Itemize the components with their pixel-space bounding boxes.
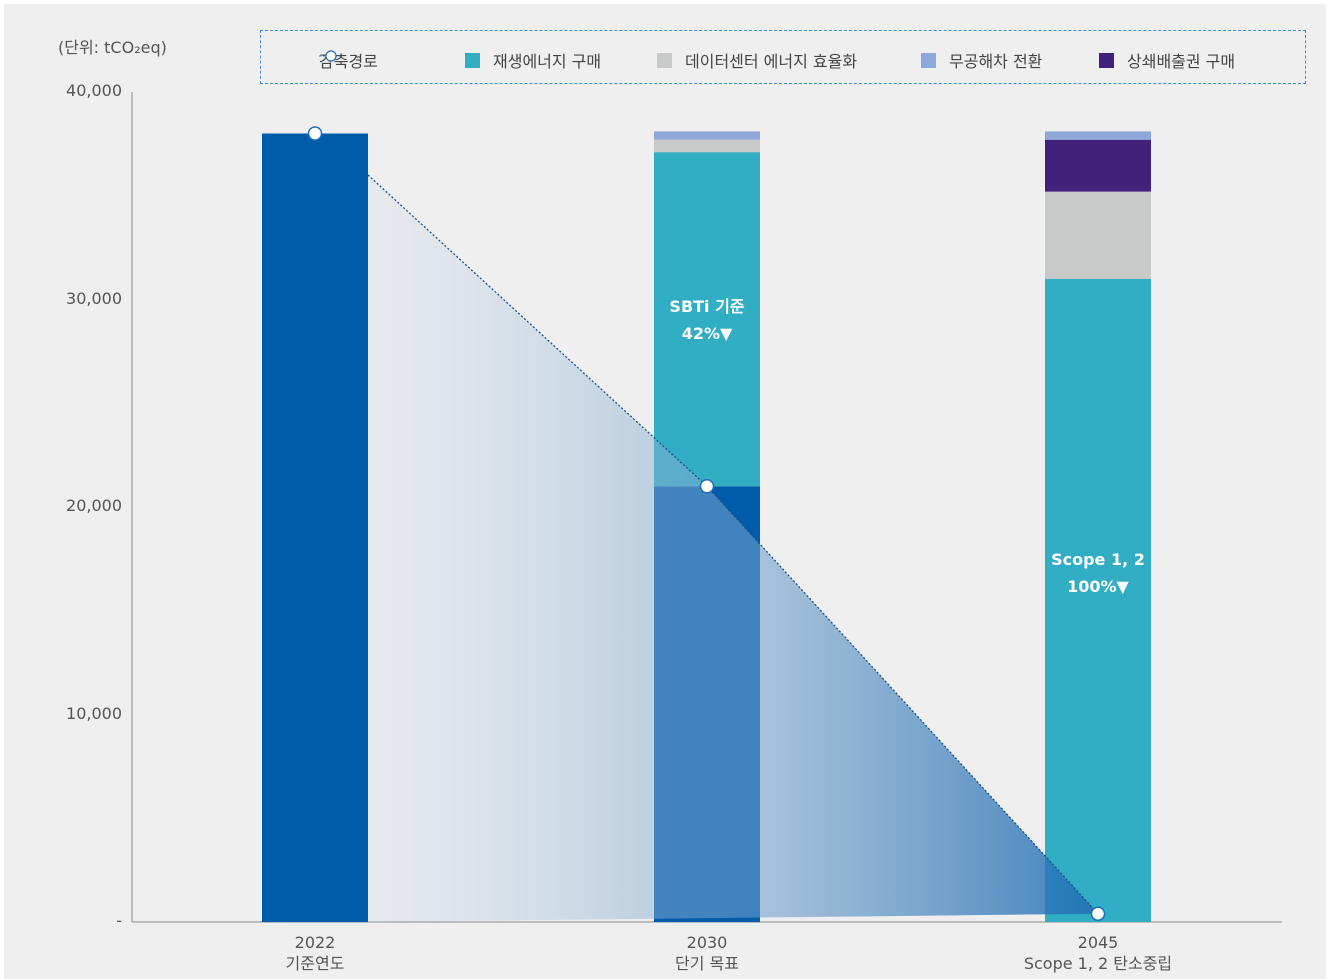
reduction-path-point — [1090, 906, 1106, 921]
chart-area: (단위: tCO₂eq) 감축경로 재생에너지 구매 데이터센터 에너지 효율화… — [4, 4, 1326, 979]
legend-label: 무공해차 전환 — [949, 52, 1043, 71]
bar-segment-2045 — [1045, 278, 1151, 922]
bar-segment-2045 — [1045, 139, 1151, 192]
reduction-path-point — [699, 479, 715, 494]
bar-segment-2030 — [654, 139, 760, 153]
x-category-year: 2045 — [1077, 933, 1119, 952]
unit-label: (단위: tCO₂eq) — [58, 38, 167, 57]
y-tick-label: 20,000 — [66, 496, 122, 515]
legend-swatch — [1099, 52, 1114, 68]
bar-annotation: SBTi 기준 42%▼ — [647, 293, 767, 347]
y-tick-label: - — [116, 911, 122, 930]
reduction-path-area — [368, 175, 1098, 922]
bar-segment-2045 — [1045, 131, 1151, 140]
legend-swatch — [465, 52, 480, 68]
x-category-year: 2022 — [294, 933, 336, 952]
legend-label: 상쇄배출권 구매 — [1127, 52, 1236, 71]
annotation-value: 42%▼ — [681, 324, 733, 344]
x-category-year: 2030 — [686, 933, 728, 952]
bar-annotation: Scope 1, 2 100%▼ — [1038, 546, 1158, 600]
bar-segment-2030 — [654, 152, 760, 487]
chart-canvas — [131, 92, 1282, 923]
legend-item-ev: 무공해차 전환 — [921, 48, 1042, 72]
reduction-path-icon — [319, 50, 343, 62]
annotation-line: Scope 1, 2 — [1051, 550, 1145, 570]
y-tick-label: 40,000 — [66, 81, 122, 100]
bar-segment-2022 — [262, 133, 368, 922]
legend-item-renewable: 재생에너지 구매 — [465, 48, 601, 72]
x-category-label: 2022 기준연도 — [185, 932, 445, 974]
annotation-line: SBTi 기준 — [669, 297, 745, 317]
x-category-caption: Scope 1, 2 탄소중립 — [1023, 954, 1173, 973]
x-category-caption: 단기 목표 — [675, 954, 739, 973]
bar-segment-2030 — [654, 131, 760, 140]
legend-swatch — [921, 52, 936, 68]
x-category-label: 2030 단기 목표 — [577, 932, 837, 974]
legend-item-efficiency: 데이터센터 에너지 효율화 — [657, 48, 857, 72]
legend-label: 재생에너지 구매 — [493, 52, 602, 71]
y-tick-label: 10,000 — [66, 703, 122, 723]
annotation-value: 100%▼ — [1067, 577, 1129, 597]
x-category-label: 2045 Scope 1, 2 탄소중립 — [968, 932, 1228, 974]
legend-item-offset: 상쇄배출권 구매 — [1099, 48, 1235, 72]
y-tick-label: 30,000 — [66, 288, 122, 308]
reduction-path-point — [307, 126, 323, 141]
bar-segment-2045 — [1045, 191, 1151, 279]
legend-item-reduction-path: 감축경로 — [319, 48, 378, 72]
legend-swatch — [657, 52, 672, 68]
legend-label: 데이터센터 에너지 효율화 — [685, 52, 858, 71]
x-category-caption: 기준연도 — [285, 954, 345, 973]
legend: 감축경로 재생에너지 구매 데이터센터 에너지 효율화 무공해차 전환 상쇄배출… — [260, 30, 1306, 84]
